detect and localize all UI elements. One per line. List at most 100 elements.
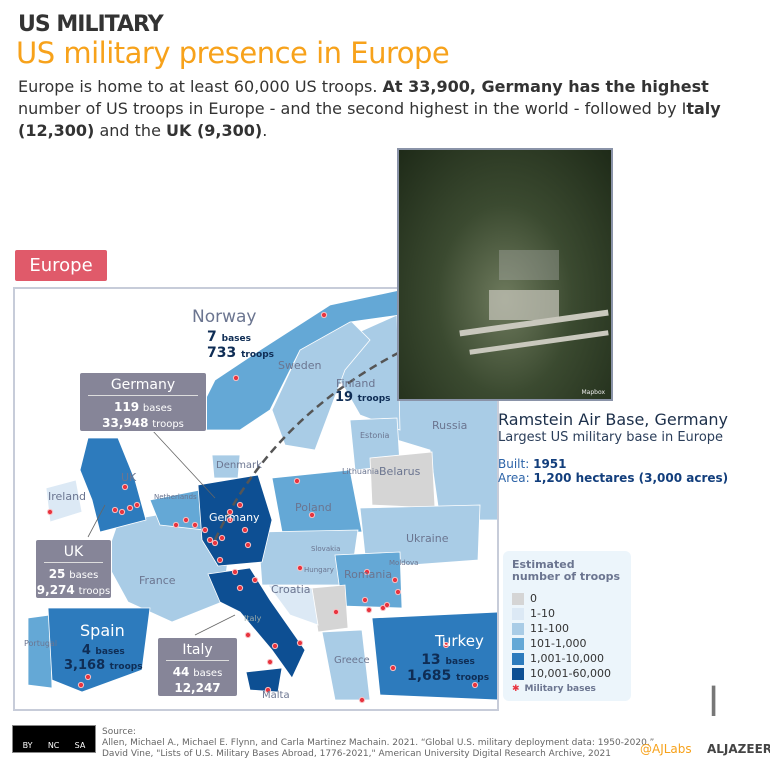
legend-swatch	[512, 652, 524, 665]
military-base-marker	[332, 608, 340, 616]
military-base-marker	[218, 534, 226, 542]
military-base-marker	[363, 568, 371, 576]
label-ireland: Ireland	[48, 490, 87, 503]
military-base-marker	[121, 483, 129, 491]
value: 44	[172, 665, 190, 679]
unit: bases	[221, 334, 251, 344]
source-label: Source:	[102, 727, 136, 737]
finland-troops: 19	[335, 390, 354, 405]
legend-label: 1-10	[530, 607, 555, 620]
label-russia: Russia	[432, 419, 468, 432]
label-italy: Italy	[244, 614, 262, 623]
unit: troops	[78, 586, 111, 597]
military-base-marker	[358, 696, 366, 704]
italy-leader	[194, 614, 236, 636]
callout-bases: 25 bases	[36, 567, 111, 583]
photo-credit: Mapbox	[581, 389, 605, 396]
military-base-marker	[379, 604, 387, 612]
label-finland: Finland	[336, 377, 376, 390]
cc-by: BY	[22, 741, 33, 750]
ramstein-area: Area: 1,200 hectares (3,000 acres)	[498, 471, 728, 485]
country-croatia	[267, 584, 319, 626]
legend-swatch	[512, 667, 524, 680]
military-base-marker	[118, 508, 126, 516]
label-spain: Spain	[80, 621, 125, 640]
source: Source: Allen, Michael A., Michael E. Fl…	[102, 727, 654, 760]
aljazeera-brand: ALJAZEERA	[707, 742, 770, 756]
label-greece: Greece	[334, 655, 370, 666]
label-sweden: Sweden	[278, 359, 322, 372]
intro-part: Europe is home to at least 60,000 US tro…	[18, 77, 383, 96]
norway-bases: 7	[207, 329, 217, 345]
military-base-marker	[232, 374, 240, 382]
military-base-marker	[383, 601, 391, 609]
country-sweden	[271, 319, 371, 451]
ramstein-subtitle: Largest US military base in Europe	[498, 430, 724, 445]
label: Area:	[498, 471, 530, 485]
military-base-marker	[308, 511, 316, 519]
label-ukraine: Ukraine	[406, 532, 449, 545]
country-ukraine	[359, 504, 481, 566]
map-labels: Norway 7 bases 733 troops Sweden Finland …	[15, 289, 497, 709]
military-base-marker	[231, 568, 239, 576]
label-netherlands: Netherlands	[154, 493, 197, 501]
legend-label: 11-100	[530, 622, 569, 635]
label-slovakia: Slovakia	[311, 545, 341, 553]
source-2: David Vine, "Lists of U.S. Military Base…	[102, 749, 611, 759]
ramstein-built: Built: 1951	[498, 457, 728, 471]
source-1: Allen, Michael A., Michael E. Flynn, and…	[102, 738, 655, 748]
map-shapes	[27, 289, 497, 704]
intro-part: number of US troops in Europe - and the …	[18, 99, 687, 118]
legend-label: 0	[530, 592, 537, 605]
label-croatia: Croatia	[271, 583, 311, 596]
military-base-marker	[226, 508, 234, 516]
turkey-bases: 13	[421, 652, 441, 668]
cc-nc: NC	[47, 741, 60, 750]
legend-swatch	[512, 622, 524, 635]
military-base-marker	[111, 506, 119, 514]
creative-commons-badge: BY NC SA	[12, 725, 96, 753]
country-sicily	[245, 667, 283, 693]
callout-germany: Germany 119 bases 33,948 troops	[79, 372, 207, 432]
military-base-marker	[182, 516, 190, 524]
military-base-marker	[77, 681, 85, 689]
military-base-marker	[293, 477, 301, 485]
country-portugal	[27, 614, 53, 689]
legend-item: 101-1,000	[512, 636, 622, 651]
military-base-marker	[244, 541, 252, 549]
callout-title: UK	[44, 544, 103, 563]
military-base-marker	[320, 311, 328, 319]
unit: bases	[142, 403, 172, 414]
legend-item: 1,001-10,000	[512, 651, 622, 666]
military-base-marker	[191, 521, 199, 529]
military-base-marker	[264, 686, 272, 694]
military-base-marker	[251, 576, 259, 584]
military-base-marker	[442, 641, 450, 649]
value: 12,247	[174, 681, 221, 695]
intro-bold: taly (12,300)	[18, 99, 721, 140]
military-base-marker	[296, 564, 304, 572]
unit: bases	[445, 657, 475, 667]
callout-bases: 119 bases	[80, 400, 206, 416]
label-france: France	[139, 574, 176, 587]
military-base-marker	[391, 576, 399, 584]
unit: troops	[109, 662, 143, 672]
turkey-stats: 13 bases 1,685 troops	[407, 652, 489, 684]
uk-leader	[87, 504, 106, 538]
intro-bold: At 33,900, Germany has the highest	[382, 77, 709, 96]
military-base-marker	[241, 526, 249, 534]
spain-troops: 3,168	[64, 658, 106, 673]
unit: troops	[456, 673, 490, 683]
runway	[469, 330, 609, 355]
label-uk: UK	[121, 471, 137, 484]
legend-item: 1-10	[512, 606, 622, 621]
unit: troops	[357, 394, 391, 404]
unit: bases	[95, 647, 125, 657]
military-base-marker	[394, 588, 402, 596]
callout-troops: 9,274 troops	[36, 583, 111, 599]
value: 119	[114, 400, 140, 414]
military-base-marker	[236, 584, 244, 592]
legend-label: 101-1,000	[530, 637, 587, 650]
label-lithuania: Lithuania	[342, 467, 380, 476]
legend-title: Estimated number of troops	[512, 558, 621, 583]
